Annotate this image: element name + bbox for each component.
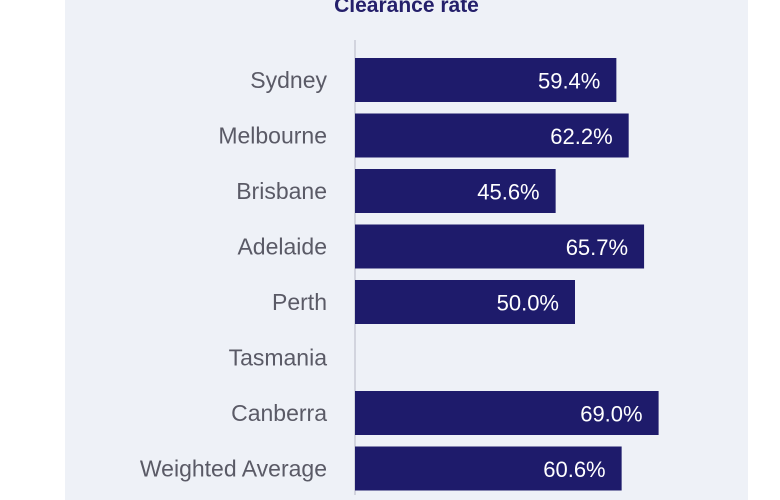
category-label-sydney: Sydney bbox=[250, 67, 327, 93]
bar-weighted-average bbox=[355, 446, 622, 491]
chart-title: Clearance rate bbox=[334, 0, 479, 17]
category-label-brisbane: Brisbane bbox=[236, 178, 327, 204]
bar-adelaide bbox=[355, 224, 645, 269]
category-label-melbourne: Melbourne bbox=[218, 123, 327, 149]
category-label-weighted-average: Weighted Average bbox=[140, 456, 327, 482]
bar-melbourne bbox=[355, 113, 629, 158]
value-labels-group: 59.4% 62.2% 45.6% 65.7% 50.0% 69.0% 60.6% bbox=[477, 69, 642, 483]
value-label-melbourne: 62.2% bbox=[550, 124, 612, 149]
bar-perth bbox=[355, 280, 575, 324]
value-label-adelaide: 65.7% bbox=[566, 235, 628, 260]
category-label-perth: Perth bbox=[272, 289, 327, 315]
category-labels-group: Sydney Melbourne Brisbane Adelaide Perth Tasm… bbox=[140, 67, 328, 482]
bar-brisbane bbox=[355, 169, 556, 213]
bar-sydney bbox=[355, 58, 617, 102]
value-label-perth: 50.0% bbox=[497, 291, 559, 316]
bars-group bbox=[355, 58, 659, 491]
value-label-weighted-average: 60.6% bbox=[543, 457, 605, 482]
category-label-canberra: Canberra bbox=[231, 400, 327, 426]
value-label-sydney: 59.4% bbox=[538, 69, 600, 94]
category-label-adelaide: Adelaide bbox=[237, 234, 327, 260]
bar-canberra bbox=[355, 391, 659, 435]
category-label-tasmania: Tasmania bbox=[229, 345, 328, 371]
value-label-canberra: 69.0% bbox=[580, 402, 642, 427]
value-label-brisbane: 45.6% bbox=[477, 180, 539, 205]
